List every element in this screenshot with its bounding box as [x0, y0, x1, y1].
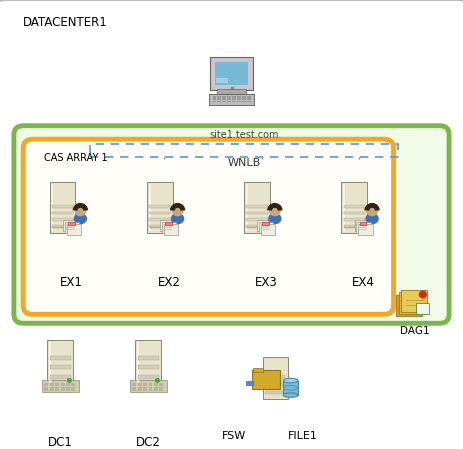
Text: DAG1: DAG1 [400, 326, 429, 335]
Bar [238, 98, 241, 100]
FancyBboxPatch shape [14, 126, 449, 323]
FancyBboxPatch shape [130, 380, 167, 392]
FancyBboxPatch shape [263, 357, 288, 399]
Bar [55, 383, 59, 386]
Bar [44, 383, 48, 386]
Bar [138, 387, 142, 391]
Bar [138, 383, 142, 386]
Bar [61, 387, 64, 391]
Bar [50, 387, 54, 391]
Text: WNLB: WNLB [228, 158, 261, 168]
Bar [222, 101, 226, 102]
Text: FSW: FSW [222, 431, 246, 441]
Circle shape [75, 205, 86, 216]
Bar [149, 184, 150, 231]
FancyBboxPatch shape [355, 220, 369, 231]
Bar [50, 365, 71, 370]
FancyBboxPatch shape [162, 222, 176, 233]
Bar [218, 96, 221, 97]
Bar [154, 383, 158, 386]
Bar [344, 218, 365, 220]
Bar [222, 96, 226, 97]
FancyBboxPatch shape [135, 340, 161, 385]
Bar [232, 96, 236, 97]
Bar [222, 98, 226, 100]
Bar [344, 211, 365, 214]
Bar [52, 205, 73, 208]
Text: DATACENTER1: DATACENTER1 [23, 16, 108, 29]
Bar [238, 101, 241, 102]
Bar [283, 381, 298, 395]
Text: EX3: EX3 [255, 276, 278, 289]
Bar [246, 211, 268, 214]
FancyBboxPatch shape [244, 181, 270, 233]
Bar [215, 62, 248, 85]
Bar [66, 383, 70, 386]
Bar [227, 96, 232, 97]
Bar [159, 387, 163, 391]
FancyBboxPatch shape [47, 340, 73, 385]
Bar [61, 383, 64, 386]
Bar [66, 387, 70, 391]
Bar [247, 96, 251, 97]
Bar [238, 96, 241, 97]
Circle shape [264, 228, 268, 231]
Bar [218, 101, 221, 102]
Bar [51, 184, 53, 231]
Bar [137, 342, 139, 383]
FancyBboxPatch shape [358, 224, 373, 235]
Bar [50, 383, 54, 386]
Ellipse shape [366, 214, 378, 224]
Bar [165, 222, 172, 224]
Bar [143, 383, 147, 386]
Bar [149, 211, 170, 214]
Bar [149, 218, 170, 220]
Bar [159, 383, 163, 386]
Text: CAS ARRAY 1: CAS ARRAY 1 [44, 153, 107, 163]
Bar [52, 227, 71, 229]
Bar [52, 211, 73, 214]
Bar [227, 98, 232, 100]
Bar [68, 222, 75, 224]
Bar [246, 381, 253, 385]
Circle shape [367, 205, 377, 216]
Bar [360, 222, 366, 224]
Bar [138, 356, 159, 360]
Bar [149, 387, 152, 391]
Bar [246, 205, 268, 208]
FancyBboxPatch shape [396, 295, 422, 316]
Bar [138, 365, 159, 370]
FancyBboxPatch shape [218, 89, 245, 95]
Ellipse shape [283, 378, 298, 383]
Bar [132, 383, 136, 386]
Bar [71, 383, 75, 386]
Bar [150, 227, 168, 229]
Ellipse shape [75, 214, 87, 224]
Bar [344, 224, 365, 227]
Bar [50, 356, 71, 360]
Bar [265, 391, 285, 394]
Bar [265, 383, 285, 386]
Circle shape [156, 379, 159, 382]
Bar [149, 383, 152, 386]
Text: DC2: DC2 [136, 436, 161, 449]
Bar [149, 205, 170, 208]
Bar [213, 96, 216, 97]
FancyBboxPatch shape [399, 292, 425, 314]
FancyBboxPatch shape [253, 368, 263, 372]
Bar [232, 101, 236, 102]
Bar [344, 227, 363, 229]
Bar [52, 218, 73, 220]
Bar [138, 374, 159, 379]
Circle shape [68, 379, 71, 382]
FancyBboxPatch shape [164, 224, 178, 235]
Text: EX2: EX2 [157, 276, 181, 289]
FancyBboxPatch shape [23, 139, 394, 314]
FancyBboxPatch shape [67, 224, 81, 235]
Bar [242, 96, 246, 97]
Bar [246, 218, 268, 220]
FancyBboxPatch shape [261, 224, 275, 235]
Text: FILE1: FILE1 [288, 431, 318, 441]
Bar [227, 101, 232, 102]
